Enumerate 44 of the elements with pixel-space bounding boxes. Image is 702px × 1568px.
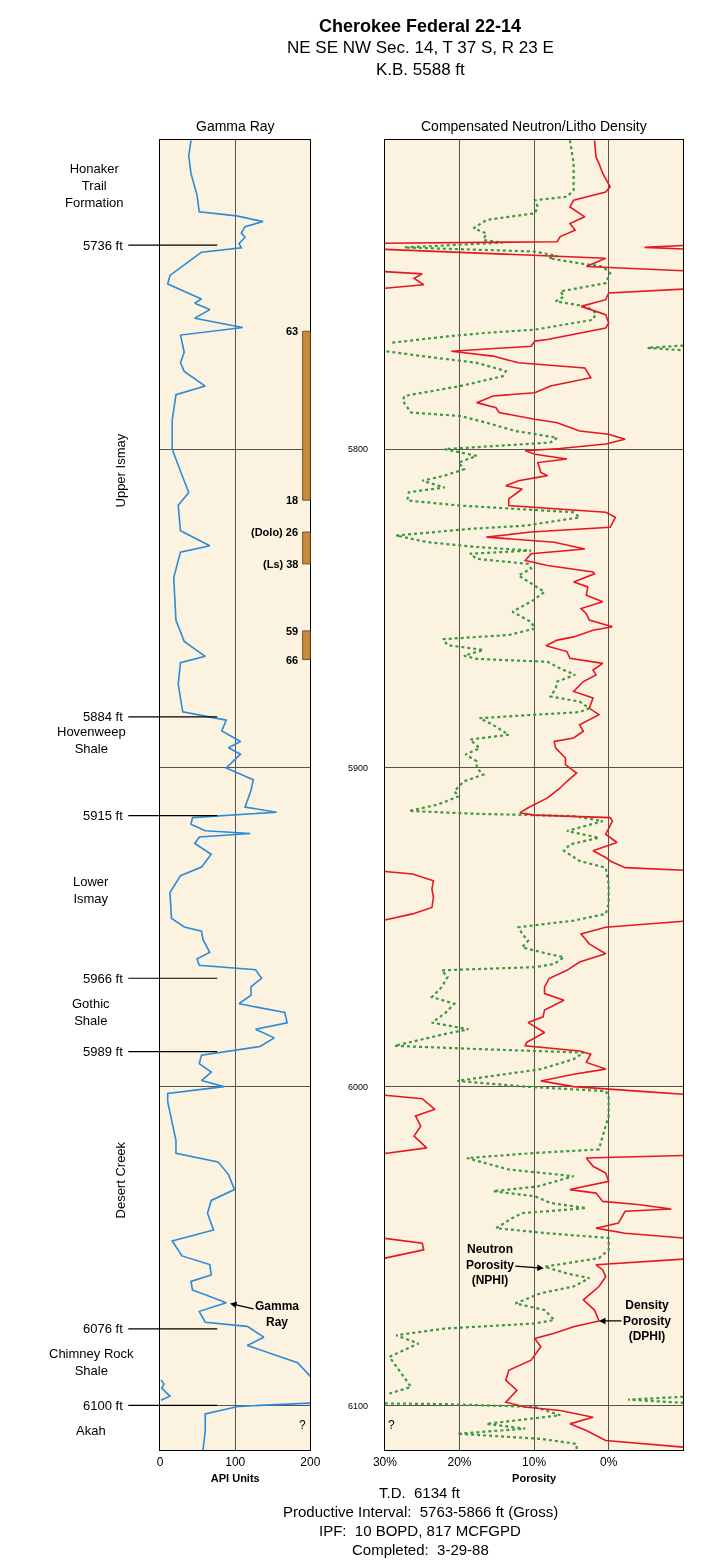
x-tick-label: 30% [372,1454,398,1469]
text: Lower Ismay [73,874,110,906]
x-tick-label: 100 [225,1454,246,1469]
text: Completed: 3-29-88 [352,1541,489,1558]
y-tick-label: 5900 [348,763,369,774]
annotation: Density Porosity (DPHI) [623,1298,672,1344]
annotation: Neutron Porosity (NPHI) [466,1242,515,1288]
x-axis-title: API Units [210,1471,260,1484]
text: Gothic Shale [72,996,111,1028]
text: (Dolo) 26 (Ls) 38 [251,526,299,570]
chart-title: Compensated Neutron/Litho Density [421,118,647,134]
x-tick-label: 200 [300,1454,321,1469]
ref-line-label: 5884 ft [83,709,124,724]
chart-title: Gamma Ray [196,118,275,134]
x-tick-label: 10% [522,1454,547,1469]
x-tick-label: 20% [447,1454,472,1469]
text: Upper Ismay [113,433,129,508]
text: NE SE NW Sec. 14, T 37 S, R 23 E K.B. 5588 ft [287,38,554,80]
text: Akah [76,1423,106,1438]
text: Honaker Trail Formation [65,161,124,210]
ref-line-label: 6076 ft [83,1321,124,1336]
ref-line-label: 5989 ft [83,1044,124,1059]
text: Productive Interval: 5763-5866 ft (Gross) [283,1503,559,1520]
y-tick-label: 5800 [348,444,369,455]
text: Cherokee Federal 22-14 [319,16,522,36]
ref-line-label: 6100 ft [83,1398,124,1413]
x-tick-label: 0 [156,1454,164,1469]
text: IPF: 10 BOPD, 817 MCFGPD [319,1522,521,1539]
text: 63 18 [286,325,299,506]
text: Chimney Rock Shale [49,1346,135,1378]
text: 59 66 [286,625,299,666]
x-tick-label: 0% [600,1454,618,1469]
ref-line-label: 5736 ft [83,238,124,253]
annotation: ? [299,1418,306,1432]
x-axis-title: Porosity [512,1471,557,1484]
ref-line-label: 5966 ft [83,971,124,986]
y-tick-label: 6100 [348,1400,369,1411]
y-tick-label: 6000 [348,1081,369,1092]
annotation: Gamma Ray [255,1299,300,1329]
ref-line-label: 5915 ft [83,808,124,823]
text: Hovenweep Shale [57,724,126,756]
text: Desert Creek [113,1141,129,1219]
text: T.D. 6134 ft [379,1484,461,1501]
annotation: ? [388,1418,395,1432]
